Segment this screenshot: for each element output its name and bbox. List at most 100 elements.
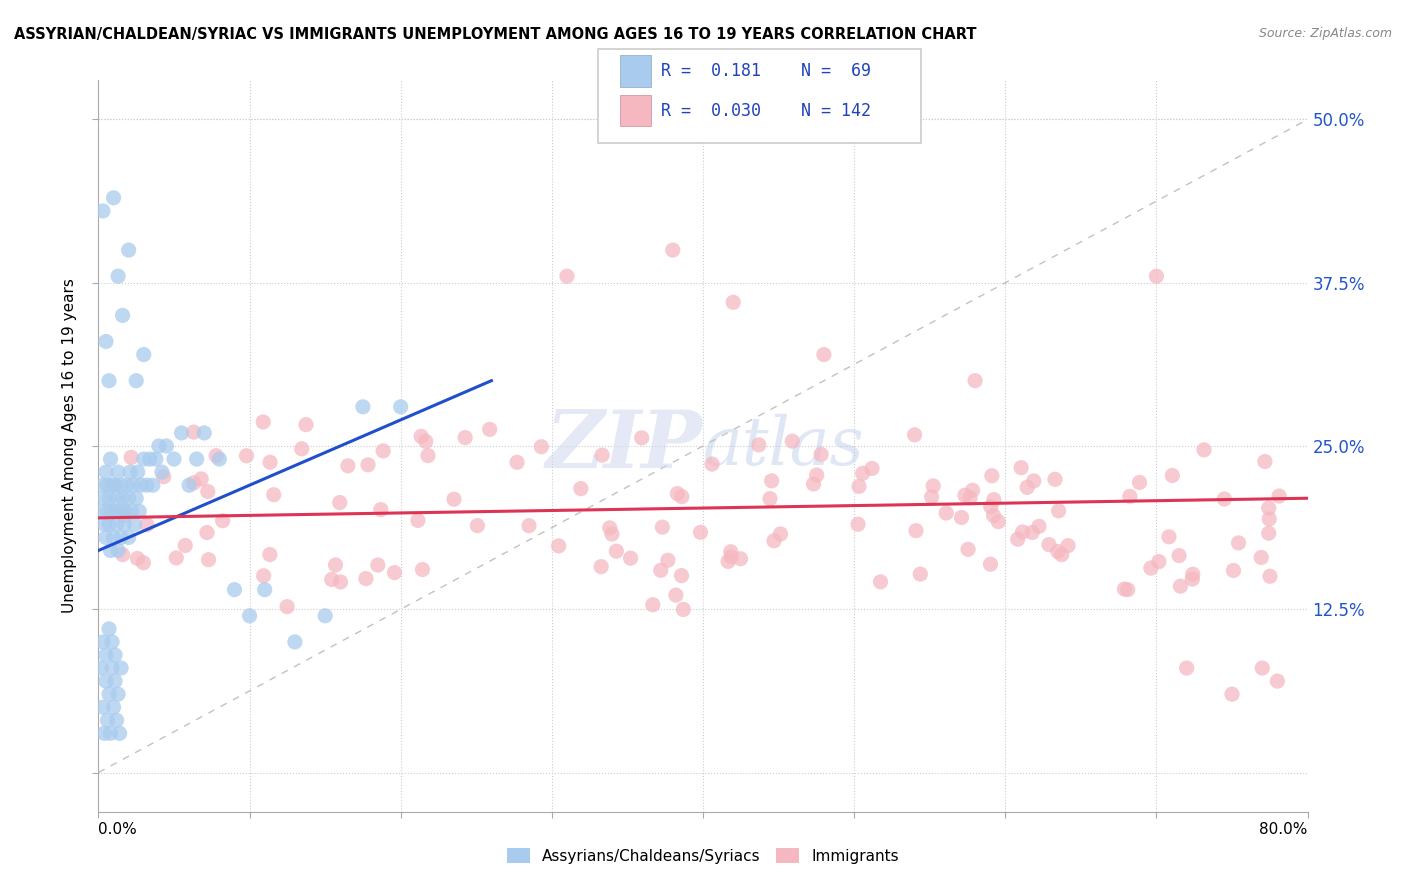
Assyrians/Chaldeans/Syriacs	[127, 465, 149, 479]
Immigrants	[190, 472, 212, 486]
Text: 0.0%: 0.0%	[98, 822, 138, 838]
Assyrians/Chaldeans/Syriacs	[135, 478, 157, 492]
Immigrants	[1181, 567, 1204, 582]
Immigrants	[291, 442, 314, 456]
Assyrians/Chaldeans/Syriacs	[105, 491, 128, 506]
Immigrants	[672, 602, 695, 616]
Assyrians/Chaldeans/Syriacs	[352, 400, 374, 414]
Immigrants	[810, 447, 832, 461]
Assyrians/Chaldeans/Syriacs	[105, 517, 128, 532]
Immigrants	[983, 492, 1005, 507]
Assyrians/Chaldeans/Syriacs	[148, 439, 170, 453]
Assyrians/Chaldeans/Syriacs	[101, 478, 124, 492]
Immigrants	[235, 449, 257, 463]
Assyrians/Chaldeans/Syriacs	[94, 648, 117, 662]
Immigrants	[454, 431, 477, 445]
Assyrians/Chaldeans/Syriacs	[104, 674, 127, 689]
Immigrants	[846, 517, 869, 532]
Assyrians/Chaldeans/Syriacs	[105, 714, 128, 728]
Immigrants	[619, 551, 641, 566]
Assyrians/Chaldeans/Syriacs	[103, 700, 125, 714]
Assyrians/Chaldeans/Syriacs	[111, 309, 134, 323]
Assyrians/Chaldeans/Syriacs	[91, 478, 114, 492]
Immigrants	[1028, 519, 1050, 533]
Immigrants	[980, 468, 1002, 483]
Immigrants	[630, 431, 652, 445]
Immigrants	[1010, 460, 1032, 475]
Immigrants	[979, 558, 1001, 572]
Assyrians/Chaldeans/Syriacs	[90, 661, 112, 675]
Immigrants	[329, 574, 352, 589]
Assyrians/Chaldeans/Syriacs	[91, 203, 114, 218]
Immigrants	[120, 450, 142, 465]
Assyrians/Chaldeans/Syriacs	[104, 648, 127, 662]
Assyrians/Chaldeans/Syriacs	[163, 452, 186, 467]
Immigrants	[922, 479, 945, 493]
Immigrants	[354, 572, 377, 586]
Assyrians/Chaldeans/Syriacs	[112, 517, 135, 532]
Assyrians/Chaldeans/Syriacs	[110, 530, 132, 544]
Immigrants	[1147, 555, 1170, 569]
Immigrants	[253, 568, 276, 582]
Assyrians/Chaldeans/Syriacs	[239, 608, 262, 623]
Immigrants	[547, 539, 569, 553]
Assyrians/Chaldeans/Syriacs	[108, 726, 131, 740]
Assyrians/Chaldeans/Syriacs	[179, 478, 201, 492]
Immigrants	[1161, 468, 1184, 483]
Immigrants	[605, 544, 627, 558]
Immigrants	[1254, 454, 1277, 468]
Assyrians/Chaldeans/Syriacs	[93, 517, 115, 532]
Immigrants	[1144, 269, 1167, 284]
Immigrants	[671, 568, 693, 582]
Assyrians/Chaldeans/Syriacs	[98, 491, 121, 506]
Assyrians/Chaldeans/Syriacs	[101, 504, 124, 518]
Assyrians/Chaldeans/Syriacs	[107, 269, 129, 284]
Text: atlas: atlas	[703, 413, 865, 479]
Immigrants	[671, 490, 693, 504]
Assyrians/Chaldeans/Syriacs	[224, 582, 246, 597]
Legend: Assyrians/Chaldeans/Syriacs, Immigrants: Assyrians/Chaldeans/Syriacs, Immigrants	[501, 842, 905, 870]
Immigrants	[259, 548, 281, 562]
Immigrants	[1258, 569, 1281, 583]
Immigrants	[112, 508, 135, 523]
Immigrants	[1213, 491, 1236, 506]
Assyrians/Chaldeans/Syriacs	[253, 582, 276, 597]
Assyrians/Chaldeans/Syriacs	[114, 504, 136, 518]
Immigrants	[325, 558, 347, 572]
Immigrants	[416, 449, 439, 463]
Immigrants	[1267, 674, 1289, 689]
Assyrians/Chaldeans/Syriacs	[101, 635, 124, 649]
Assyrians/Chaldeans/Syriacs	[208, 452, 231, 467]
Immigrants	[1181, 572, 1204, 586]
Assyrians/Chaldeans/Syriacs	[101, 661, 124, 675]
Immigrants	[411, 429, 433, 443]
Immigrants	[506, 455, 529, 469]
Immigrants	[165, 550, 187, 565]
Assyrians/Chaldeans/Syriacs	[93, 491, 115, 506]
Immigrants	[957, 542, 980, 557]
Assyrians/Chaldeans/Syriacs	[118, 491, 141, 506]
Immigrants	[211, 514, 233, 528]
Immigrants	[1140, 561, 1163, 575]
Immigrants	[852, 467, 875, 481]
Assyrians/Chaldeans/Syriacs	[122, 478, 145, 492]
Immigrants	[197, 552, 219, 566]
Immigrants	[569, 482, 592, 496]
Immigrants	[1047, 504, 1070, 518]
Assyrians/Chaldeans/Syriacs	[389, 400, 412, 414]
Assyrians/Chaldeans/Syriacs	[124, 517, 146, 532]
Assyrians/Chaldeans/Syriacs	[150, 465, 173, 479]
Immigrants	[321, 573, 343, 587]
Assyrians/Chaldeans/Syriacs	[120, 465, 142, 479]
Immigrants	[384, 566, 406, 580]
Immigrants	[983, 508, 1005, 523]
Immigrants	[276, 599, 298, 614]
Immigrants	[962, 483, 984, 498]
Immigrants	[1057, 539, 1080, 553]
Immigrants	[921, 490, 943, 504]
Immigrants	[1128, 475, 1150, 490]
Immigrants	[367, 558, 389, 572]
Immigrants	[259, 455, 281, 469]
Immigrants	[650, 563, 672, 577]
Immigrants	[910, 567, 932, 582]
